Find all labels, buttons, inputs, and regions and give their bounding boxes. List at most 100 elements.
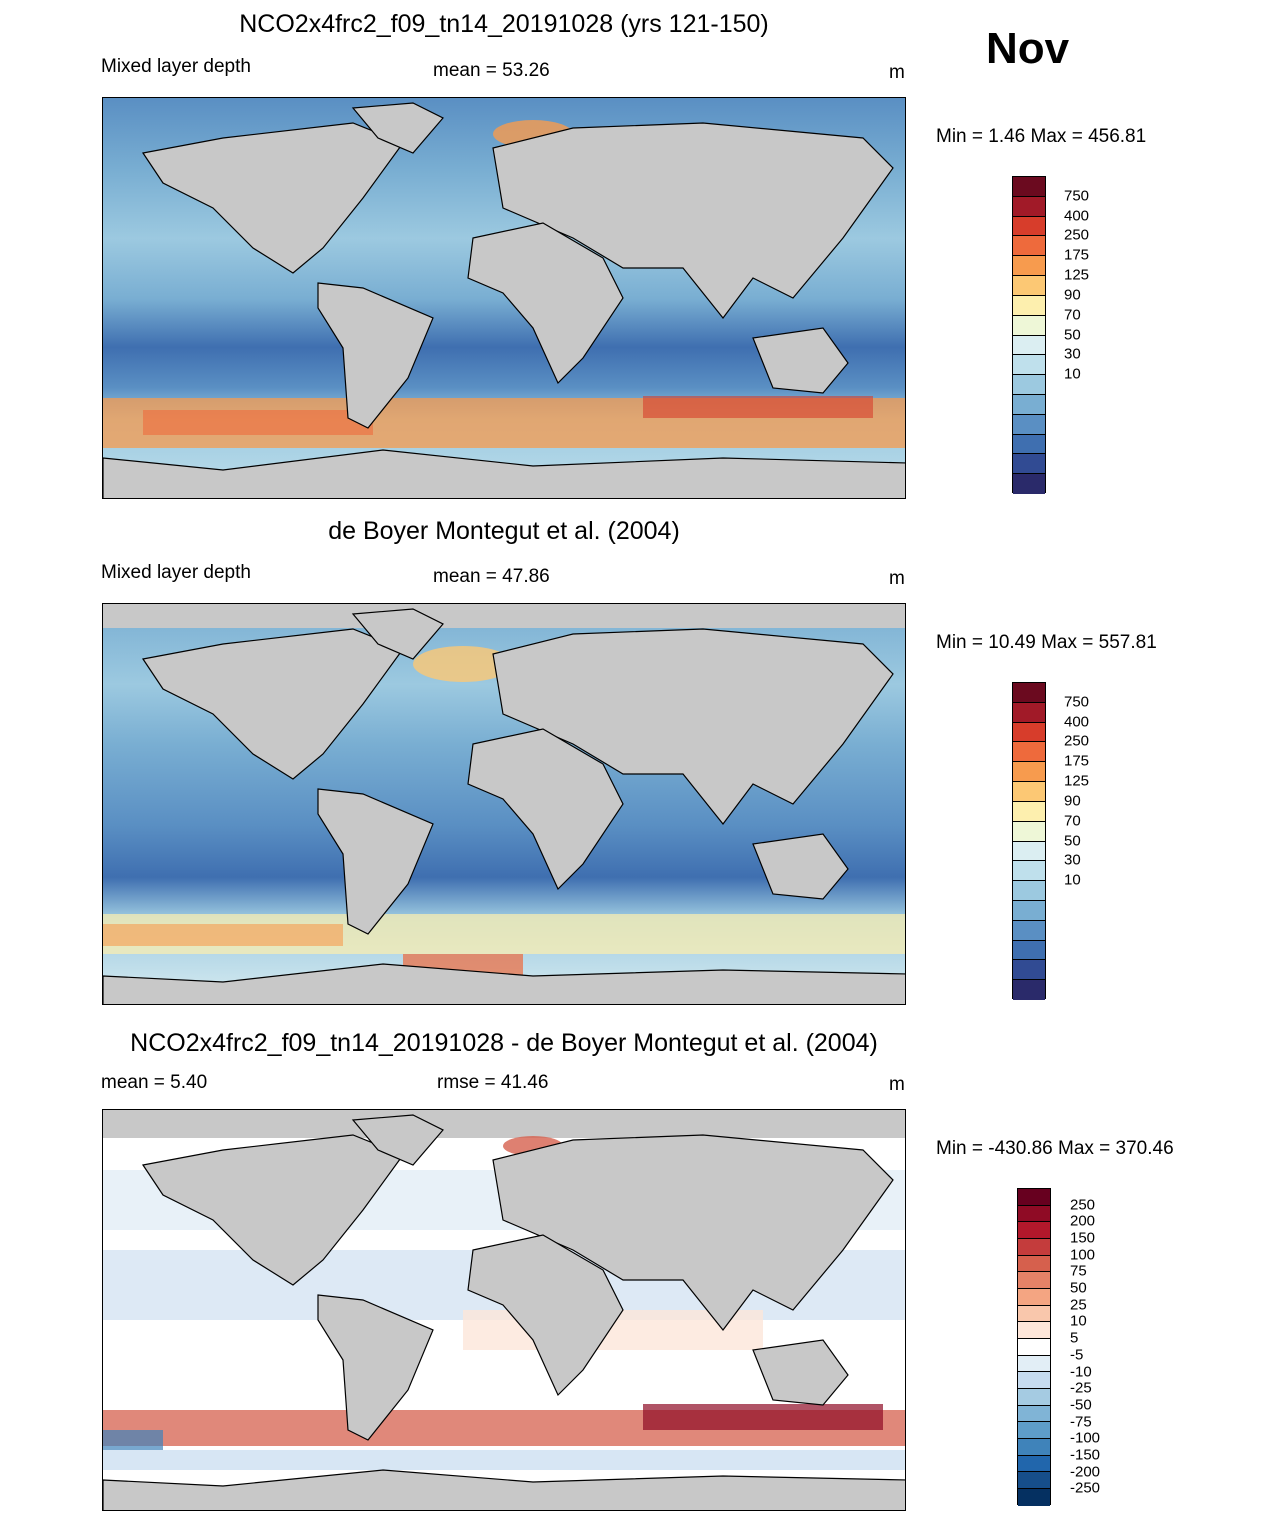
colorbar-swatch: [1013, 295, 1045, 316]
colorbar-tick-label: 25: [1070, 1296, 1087, 1314]
colorbar-tick-label: 125: [1064, 266, 1090, 284]
colorbar-swatch: [1018, 1289, 1050, 1306]
colorbar-swatch: [1013, 196, 1045, 217]
colorbar-tick-label: 90: [1064, 286, 1081, 304]
colorbar-swatch: [1013, 960, 1045, 981]
colorbar-swatch: [1013, 394, 1045, 415]
panel3-map: [102, 1109, 906, 1511]
panel2-title: de Boyer Montegut et al. (2004): [328, 517, 680, 545]
colorbar-swatch: [1013, 434, 1045, 455]
colorbar-tick-label: 750: [1064, 693, 1090, 711]
colorbar-swatch: [1013, 335, 1045, 356]
colorbar-swatch: [1018, 1189, 1050, 1206]
colorbar-tick-label: 90: [1064, 792, 1081, 810]
colorbar-tick-label: 175: [1064, 752, 1090, 770]
colorbar-tick-label: -10: [1070, 1363, 1092, 1381]
colorbar-tick-label: -150: [1070, 1446, 1101, 1464]
colorbar-tick-label: -50: [1070, 1396, 1092, 1414]
panel3-rmse-label: rmse = 41.46: [437, 1072, 549, 1093]
panel3-mean-label: mean = 5.40: [101, 1072, 208, 1093]
colorbar-swatch: [1013, 355, 1045, 376]
colorbar-swatch: [1013, 474, 1045, 494]
colorbar-swatch: [1013, 841, 1045, 862]
colorbar-swatch: [1013, 861, 1045, 882]
colorbar-swatch: [1013, 702, 1045, 723]
colorbar-tick-label: -100: [1070, 1429, 1101, 1447]
colorbar-tick-label: -75: [1070, 1413, 1092, 1431]
colorbar-tick-label: 750: [1064, 187, 1090, 205]
panel2-map: [102, 603, 906, 1005]
colorbar-tick-label: 10: [1070, 1312, 1087, 1330]
colorbar-swatch: [1018, 1489, 1050, 1506]
colorbar-swatch: [1018, 1339, 1050, 1356]
colorbar-tick-label: 250: [1064, 732, 1090, 750]
panel3-minmax: Min = -430.86 Max = 370.46: [936, 1138, 1174, 1159]
colorbar-swatch: [1018, 1255, 1050, 1273]
colorbar-swatch: [1013, 821, 1045, 842]
colorbar-swatch: [1013, 683, 1045, 703]
panel1-title: NCO2x4frc2_f09_tn14_20191028 (yrs 121-15…: [239, 10, 769, 38]
panel3-colorbar: [1017, 1188, 1051, 1506]
colorbar-tick-label: 150: [1070, 1229, 1096, 1247]
colorbar-swatch: [1013, 782, 1045, 802]
colorbar-tick-label: 175: [1064, 246, 1090, 264]
panel3-units-label: m: [889, 1074, 905, 1095]
panel2-colorbar: [1012, 682, 1046, 1000]
panel2-variable-label: Mixed layer depth: [101, 562, 251, 583]
colorbar-tick-label: 125: [1064, 772, 1090, 790]
colorbar-swatch: [1018, 1439, 1050, 1456]
colorbar-tick-label: 10: [1064, 871, 1081, 889]
colorbar-tick-label: -25: [1070, 1379, 1092, 1397]
panel2-units-label: m: [889, 568, 905, 589]
colorbar-swatch: [1018, 1322, 1050, 1340]
panel1-minmax: Min = 1.46 Max = 456.81: [936, 126, 1147, 147]
colorbar-swatch: [1013, 276, 1045, 296]
colorbar-tick-label: 5: [1070, 1329, 1079, 1347]
colorbar-swatch: [1018, 1372, 1050, 1390]
colorbar-swatch: [1013, 177, 1045, 197]
colorbar-swatch: [1013, 980, 1045, 1000]
colorbar-swatch: [1013, 940, 1045, 961]
colorbar-tick-label: 70: [1064, 812, 1081, 830]
colorbar-swatch: [1018, 1422, 1050, 1440]
colorbar-swatch: [1018, 1405, 1050, 1423]
colorbar-swatch: [1013, 920, 1045, 941]
colorbar-swatch: [1018, 1472, 1050, 1490]
colorbar-swatch: [1013, 762, 1045, 783]
colorbar-tick-label: 400: [1064, 207, 1090, 225]
colorbar-swatch: [1013, 881, 1045, 901]
colorbar-tick-label: 400: [1064, 713, 1090, 731]
colorbar-swatch: [1013, 801, 1045, 822]
colorbar-tick-label: 100: [1070, 1246, 1096, 1264]
colorbar-swatch: [1013, 236, 1045, 257]
colorbar-swatch: [1018, 1389, 1050, 1406]
colorbar-tick-label: 30: [1064, 345, 1081, 363]
panel3-title: NCO2x4frc2_f09_tn14_20191028 - de Boyer …: [130, 1029, 878, 1057]
colorbar-tick-label: 250: [1064, 226, 1090, 244]
colorbar-swatch: [1013, 722, 1045, 743]
colorbar-tick-label: 70: [1064, 306, 1081, 324]
panel1-map: [102, 97, 906, 499]
colorbar-swatch: [1018, 1222, 1050, 1240]
colorbar-swatch: [1013, 375, 1045, 395]
colorbar-swatch: [1018, 1355, 1050, 1373]
colorbar-tick-label: 50: [1064, 832, 1081, 849]
colorbar-swatch: [1013, 256, 1045, 277]
colorbar-swatch: [1018, 1205, 1050, 1223]
colorbar-swatch: [1018, 1455, 1050, 1473]
colorbar-swatch: [1018, 1305, 1050, 1323]
colorbar-swatch: [1013, 454, 1045, 475]
colorbar-swatch: [1013, 742, 1045, 763]
colorbar-tick-label: 200: [1070, 1212, 1096, 1230]
month-label: Nov: [986, 24, 1070, 73]
panel2-mean-label: mean = 47.86: [433, 566, 550, 587]
colorbar-tick-label: -5: [1070, 1346, 1084, 1364]
colorbar-swatch: [1013, 315, 1045, 336]
panel1-units-label: m: [889, 62, 905, 83]
colorbar-swatch: [1018, 1239, 1050, 1256]
colorbar-tick-label: -200: [1070, 1463, 1101, 1481]
colorbar-swatch: [1013, 216, 1045, 237]
colorbar-swatch: [1018, 1272, 1050, 1290]
colorbar-tick-label: 50: [1064, 326, 1081, 343]
colorbar-swatch: [1013, 900, 1045, 921]
